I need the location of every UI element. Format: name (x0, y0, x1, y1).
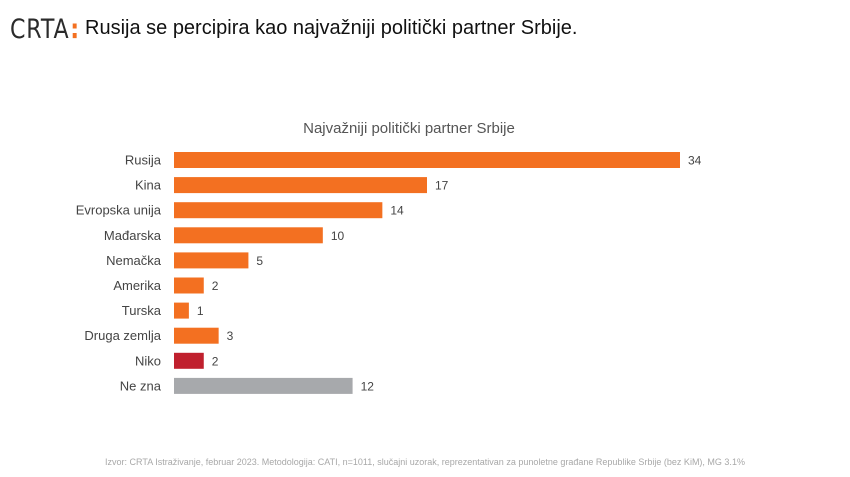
footnote: Izvor: CRTA Istraživanje, februar 2023. … (105, 457, 745, 467)
value-label: 17 (435, 179, 449, 193)
value-label: 5 (256, 254, 263, 268)
category-label: Amerika (113, 278, 161, 293)
value-label: 2 (212, 354, 219, 368)
bars-group: Rusija 34 Kina 17 Evropska unija 14 Mađarska 10… (76, 152, 702, 394)
value-label: 2 (212, 279, 219, 293)
bar (174, 152, 680, 168)
crta-logo: CRTA: (10, 16, 80, 43)
bar (174, 377, 353, 394)
chart-title: Najvažniji politički partner Srbije (303, 120, 515, 137)
value-label: 12 (361, 379, 375, 393)
category-label: Rusija (125, 153, 162, 168)
value-label: 10 (331, 229, 345, 243)
logo-colon: : (70, 13, 80, 45)
bar (174, 302, 189, 319)
value-label: 3 (227, 329, 234, 343)
category-label: Kina (135, 178, 162, 193)
logo-text: CRTA (10, 13, 70, 45)
header: CRTA: (10, 14, 95, 44)
category-label: Druga zemlja (84, 328, 161, 343)
bar (174, 352, 204, 369)
value-label: 1 (197, 304, 204, 318)
bar (174, 327, 219, 344)
value-label: 14 (390, 204, 404, 218)
bar (174, 202, 383, 219)
bar (174, 252, 249, 269)
bar (174, 277, 204, 294)
category-label: Mađarska (104, 228, 162, 243)
category-label: Evropska unija (76, 203, 162, 218)
category-label: Nemačka (106, 253, 162, 268)
value-label: 34 (688, 154, 702, 168)
bar (174, 227, 323, 244)
category-label: Niko (135, 353, 161, 368)
page-headline: Rusija se percipira kao najvažniji polit… (85, 17, 578, 39)
bar (174, 177, 427, 194)
category-label: Turska (122, 303, 162, 318)
category-label: Ne zna (120, 378, 162, 393)
